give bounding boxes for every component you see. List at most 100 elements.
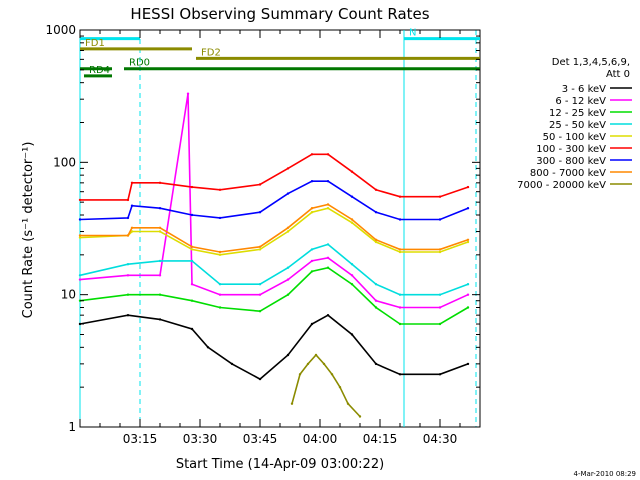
data-point [78, 218, 82, 221]
data-point [466, 238, 470, 241]
data-point [190, 259, 194, 263]
data-point [466, 293, 470, 296]
data-point [258, 293, 262, 296]
data-point [438, 250, 442, 254]
data-point [258, 283, 262, 286]
data-point [190, 245, 194, 248]
data-point [350, 263, 354, 266]
data-point [398, 306, 402, 309]
data-point [310, 270, 314, 273]
data-point [338, 386, 342, 389]
data-point [126, 314, 130, 317]
data-point [78, 274, 82, 277]
data-point [438, 248, 442, 251]
data-point [310, 180, 314, 183]
data-point [218, 283, 222, 286]
data-point [126, 274, 130, 277]
data-point [350, 170, 354, 173]
x-tick-label: 04:00 [303, 432, 338, 446]
data-point [310, 207, 314, 210]
data-point [158, 274, 162, 277]
data-point [258, 248, 262, 251]
data-point [158, 293, 162, 296]
data-point [78, 234, 82, 237]
data-point [290, 402, 294, 405]
series-line-8 [80, 203, 469, 253]
data-point [438, 306, 442, 309]
data-point [158, 226, 162, 229]
data-point [466, 306, 470, 309]
data-point [326, 203, 330, 206]
data-point [350, 221, 354, 224]
x-tick-label: 03:15 [123, 432, 158, 446]
data-point [206, 346, 210, 349]
data-point [190, 248, 194, 251]
data-point [190, 213, 194, 217]
data-point [438, 218, 442, 221]
data-point [374, 240, 378, 244]
data-point [190, 283, 194, 286]
data-point [190, 299, 194, 302]
legend-label: 12 - 25 keV [549, 108, 606, 119]
data-point [130, 226, 134, 229]
data-point [306, 362, 310, 366]
data-point [398, 373, 402, 376]
data-point [374, 188, 378, 191]
data-point [326, 207, 330, 210]
series-line-3 [79, 266, 469, 325]
y-tick-label: 100 [53, 155, 76, 169]
data-point [186, 92, 190, 95]
series-line-5 [79, 207, 469, 256]
data-point [374, 362, 378, 366]
data-point [322, 362, 326, 366]
y-axis-label: Count Rate (s⁻¹ detector⁻¹) [21, 142, 36, 319]
data-point [158, 318, 162, 321]
data-point [78, 198, 82, 202]
data-point [466, 207, 470, 210]
data-point [350, 274, 354, 277]
data-point [126, 234, 130, 237]
data-point [374, 306, 378, 309]
data-point [350, 195, 354, 198]
legend-header: Det 1,3,4,5,6,9, [552, 57, 630, 68]
data-point [190, 327, 194, 331]
data-point [258, 377, 262, 381]
data-point [466, 362, 470, 366]
data-point [126, 293, 130, 296]
y-tick-label: 1 [68, 420, 76, 434]
data-point [466, 240, 470, 244]
data-point [218, 188, 222, 191]
legend-label: 300 - 800 keV [536, 156, 606, 167]
data-point [326, 256, 330, 259]
chart-title: HESSI Observing Summary Count Rates [130, 5, 429, 23]
footer-timestamp: 4-Mar-2010 08:29 [574, 470, 636, 478]
data-point [158, 181, 162, 184]
data-point [326, 266, 330, 269]
x-tick-label: 03:45 [243, 432, 278, 446]
data-point [398, 218, 402, 221]
data-point [350, 283, 354, 286]
legend-label: 50 - 100 keV [543, 132, 607, 143]
data-point [326, 153, 330, 156]
data-point [326, 243, 330, 246]
data-point [258, 183, 262, 186]
x-axis: 03:15 03:30 03:45 04:00 04:15 04:30 [79, 30, 481, 446]
x-tick-label: 04:15 [363, 432, 398, 446]
data-point [310, 259, 314, 263]
data-point [158, 207, 162, 210]
data-point [78, 236, 82, 239]
data-point [258, 310, 262, 313]
data-point [314, 353, 318, 357]
legend-label: 7000 - 20000 keV [517, 180, 606, 191]
state-label-fd1: FD1 [85, 38, 105, 49]
data-point [398, 322, 402, 326]
state-label-rd0: RD0 [129, 58, 150, 69]
data-point [310, 322, 314, 326]
data-point [126, 198, 130, 202]
x-axis-label: Start Time (14-Apr-09 03:00:22) [176, 457, 384, 472]
data-point [310, 248, 314, 251]
series-line-4 [79, 243, 469, 296]
data-point [310, 153, 314, 156]
data-point [286, 230, 290, 233]
